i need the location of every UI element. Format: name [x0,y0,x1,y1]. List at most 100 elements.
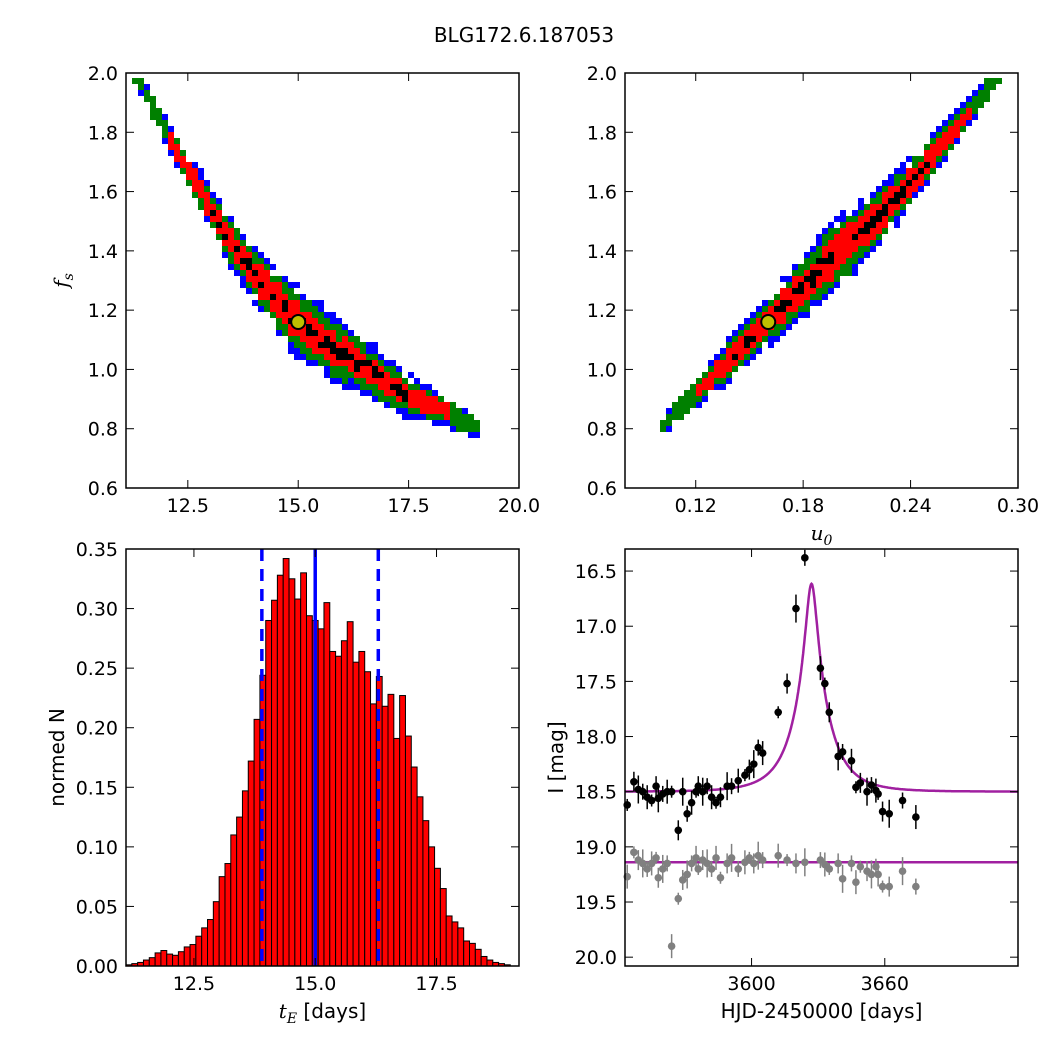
histogram-bar [317,628,325,967]
data-point [801,858,809,867]
density-cell [978,96,984,102]
density-cell [690,396,696,402]
density-cell [732,330,738,336]
density-cell [720,378,726,384]
density-cell [282,282,288,288]
density-cell [912,174,918,180]
density-cell [360,390,366,396]
density-cell [372,384,378,390]
density-cell [798,276,804,282]
histogram-bar [142,959,150,967]
density-cell [360,372,366,378]
density-cell [456,414,462,420]
density-cell [924,180,930,186]
density-cell [246,270,252,276]
density-cell [336,342,342,348]
density-cell [234,264,240,270]
density-cell [930,162,936,168]
density-cell [468,420,474,426]
density-cell [918,174,924,180]
density-cell [228,216,234,222]
data-point [874,870,882,879]
density-cell [888,186,894,192]
density-cell [234,246,240,252]
density-cell [324,366,330,372]
density-cell [768,300,774,306]
density-cell [432,390,438,396]
density-cell [252,264,258,270]
density-cell [942,126,948,132]
density-cell [318,306,324,312]
data-point [783,679,791,688]
density-cell [666,426,672,432]
data-point [687,798,696,807]
density-cell [306,300,312,306]
density-cell [270,264,276,270]
density-cell [786,294,792,300]
density-cell [396,408,402,414]
y-tick-label: 0.6 [88,478,118,500]
density-cell [300,336,306,342]
density-cell [876,186,882,192]
density-cell [846,234,852,240]
density-cell [228,252,234,258]
density-cell [702,372,708,378]
density-cell [864,228,870,234]
density-cell [894,198,900,204]
density-cell [690,390,696,396]
data-point [643,865,652,873]
density-cell [942,132,948,138]
density-cell [162,114,168,120]
density-cell [846,216,852,222]
density-cell [846,270,852,276]
density-cell [162,120,168,126]
density-cell [924,168,930,174]
density-cell [312,348,318,354]
density-cell [804,300,810,306]
data-point [694,865,703,873]
density-cell [786,324,792,330]
density-cell [864,216,870,222]
density-cell [858,228,864,234]
density-cell [978,102,984,108]
density-cell [774,312,780,318]
density-cell [294,306,300,312]
density-cell [894,204,900,210]
y-tick-label: 1.4 [587,241,617,263]
density-cell [726,348,732,354]
y-tick-label: 0.20 [76,718,118,740]
data-point [878,882,887,891]
density-cell [876,234,882,240]
data-point [792,604,800,613]
density-cell [426,390,432,396]
density-cell [828,270,834,276]
density-cell [834,270,840,276]
density-cell [360,348,366,354]
density-cell [936,126,942,132]
density-cell [216,204,222,210]
density-cell [822,258,828,264]
density-cell [870,204,876,210]
density-cell [342,354,348,360]
density-cell [870,222,876,228]
density-cell [780,324,786,330]
density-cell [708,372,714,378]
density-cell [744,330,750,336]
density-cell [186,162,192,168]
density-cell [804,276,810,282]
density-cell [198,192,204,198]
x-axis-label: u0 [811,521,833,549]
histogram-bar [404,735,412,967]
density-cell [378,354,384,360]
density-cell [258,264,264,270]
y-tick-label: 20.0 [575,947,617,969]
density-cell [948,120,954,126]
density-cell [672,414,678,420]
density-cell [252,282,258,288]
density-cell [840,246,846,252]
density-cell [330,312,336,318]
density-cell [204,186,210,192]
density-cell [804,258,810,264]
density-cell [342,378,348,384]
density-cell [354,384,360,390]
